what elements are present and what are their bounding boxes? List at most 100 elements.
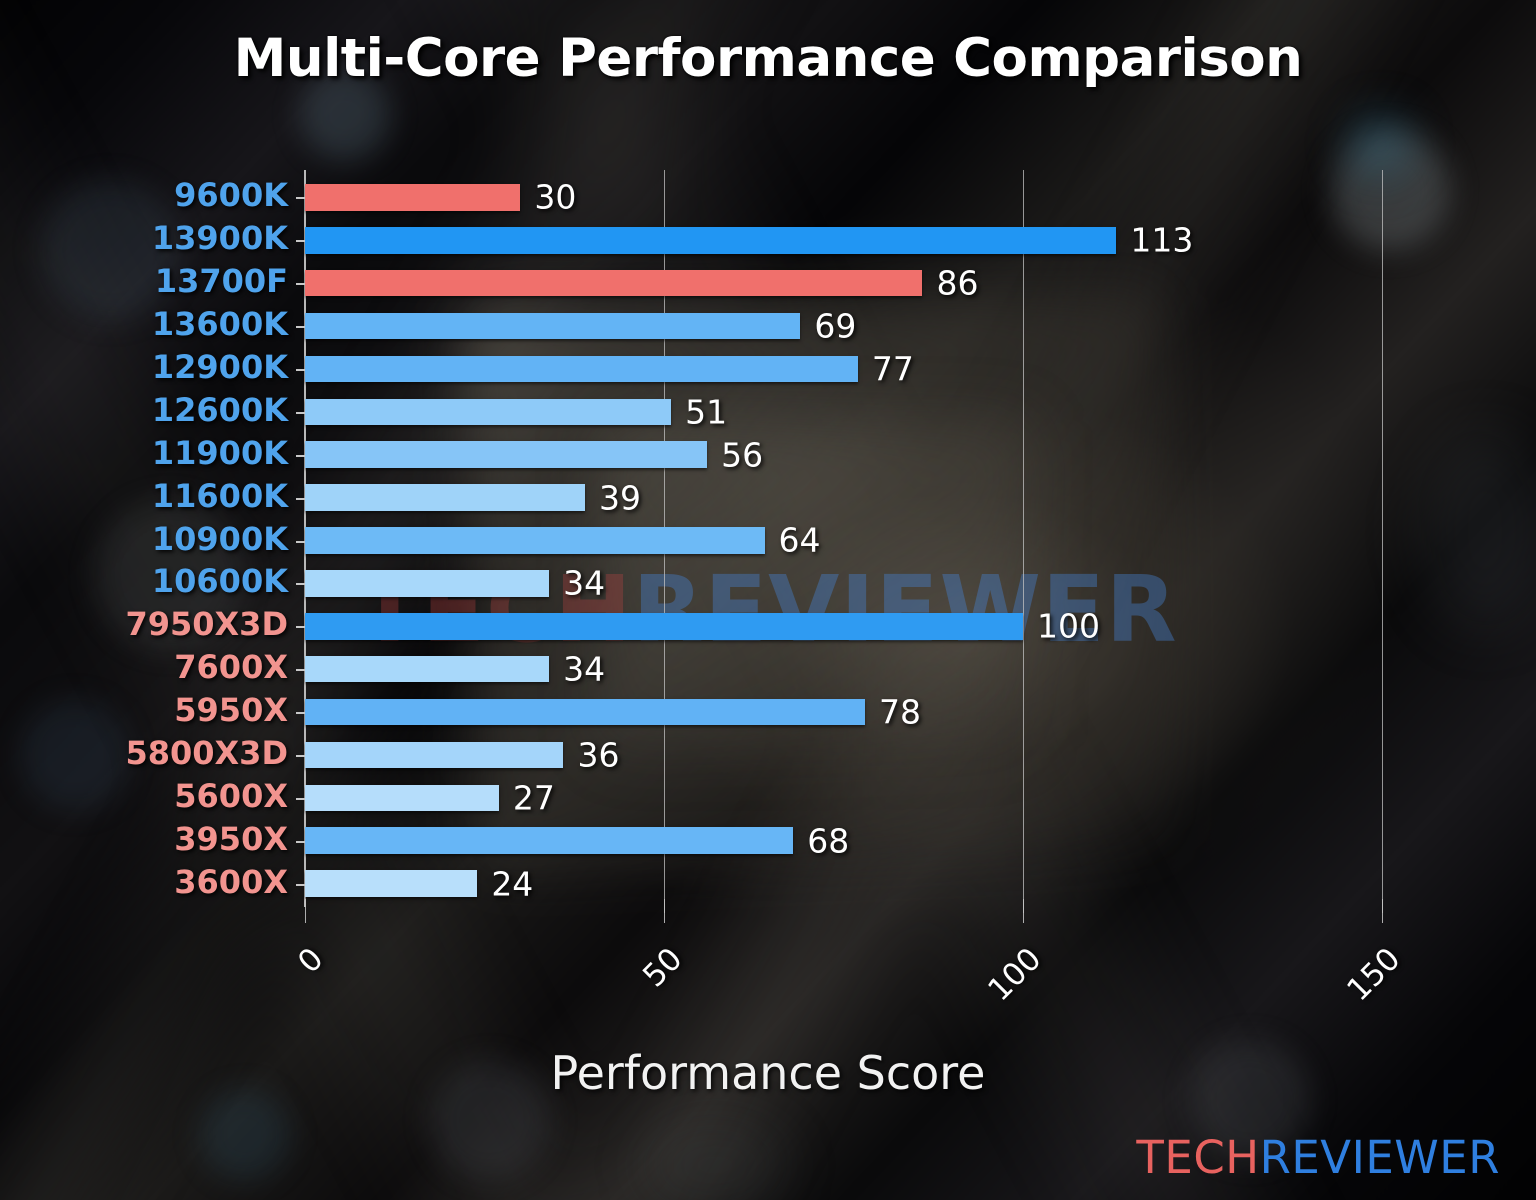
- bar-value-label: 100: [1037, 606, 1100, 646]
- y-axis-tick-mark: [296, 497, 305, 500]
- y-axis-label-3600x: 3600X: [174, 862, 288, 901]
- bar-13700f[interactable]: [305, 269, 923, 297]
- bar-value-label: 86: [936, 263, 979, 303]
- bar-value-label: 24: [491, 864, 534, 904]
- bar-value-label: 68: [807, 821, 850, 861]
- bar-value-label: 77: [871, 349, 914, 389]
- bar-12900k[interactable]: [305, 355, 858, 383]
- bar-row[interactable]: 27: [305, 778, 1382, 817]
- bar-7600x[interactable]: [305, 655, 550, 683]
- y-axis-tick-mark: [296, 197, 305, 200]
- watermark: TECHREVIEWER: [0, 556, 1536, 663]
- bar-row[interactable]: 34: [305, 564, 1382, 603]
- bar-row[interactable]: 100: [305, 607, 1382, 646]
- background-cpu-die: [600, 420, 1030, 750]
- y-axis-label-7950x3d: 7950X3D: [125, 605, 288, 644]
- y-axis-tick-mark: [296, 712, 305, 715]
- bar-row[interactable]: 68: [305, 821, 1382, 860]
- y-axis-label-9600k: 9600K: [174, 176, 288, 215]
- bar-row[interactable]: 113: [305, 221, 1382, 260]
- y-axis-tick-mark: [296, 540, 305, 543]
- bar-row[interactable]: 56: [305, 435, 1382, 474]
- brand-logo: TECHREVIEWER: [1136, 1131, 1500, 1184]
- x-axis-title: Performance Score: [550, 1046, 986, 1100]
- bar-value-label: 64: [778, 520, 821, 560]
- y-axis-tick-mark: [296, 797, 305, 800]
- y-axis-tick-mark: [296, 326, 305, 329]
- y-axis-label-11900k: 11900K: [151, 433, 288, 472]
- bar-9600k[interactable]: [305, 184, 521, 211]
- bar-row[interactable]: 86: [305, 264, 1382, 303]
- y-axis-tick-mark: [296, 669, 305, 672]
- bar-12600k[interactable]: [305, 398, 672, 426]
- bar-row[interactable]: 69: [305, 307, 1382, 346]
- bar-row[interactable]: 24: [305, 864, 1382, 903]
- y-axis-tick-mark: [296, 240, 305, 243]
- y-axis-label-3950x: 3950X: [174, 819, 288, 858]
- y-axis-tick-mark: [296, 283, 305, 286]
- bar-row[interactable]: 77: [305, 349, 1382, 388]
- bar-value-label: 69: [814, 306, 857, 346]
- bar-5800x3d[interactable]: [305, 741, 564, 769]
- y-axis-label-13900k: 13900K: [151, 219, 288, 258]
- bar-13600k[interactable]: [305, 312, 801, 340]
- y-axis-tick-mark: [296, 883, 305, 886]
- chart-title: Multi-Core Performance Comparison: [233, 28, 1303, 89]
- bar-row[interactable]: 64: [305, 521, 1382, 560]
- bar-value-label: 39: [599, 478, 642, 518]
- bar-10900k[interactable]: [305, 527, 765, 554]
- x-axis-tick-mark: [664, 899, 665, 923]
- bar-row[interactable]: 39: [305, 478, 1382, 517]
- bar-5600x[interactable]: [305, 784, 499, 812]
- y-axis-label-12600k: 12600K: [151, 390, 288, 429]
- gridline: [1023, 170, 1024, 913]
- y-axis-tick-mark: [296, 754, 305, 757]
- y-axis-label-5600x: 5600X: [174, 776, 288, 815]
- x-axis-tick-mark: [1382, 899, 1383, 923]
- bar-11900k[interactable]: [305, 441, 708, 469]
- bar-13900k[interactable]: [305, 227, 1117, 254]
- bar-row[interactable]: 30: [305, 178, 1382, 217]
- y-axis-label-11600k: 11600K: [151, 476, 288, 515]
- bar-row[interactable]: 78: [305, 693, 1382, 732]
- y-axis-tick-mark: [296, 583, 305, 586]
- bar-7950x3d[interactable]: [305, 612, 1023, 640]
- watermark-reviewer: REVIEWER: [632, 556, 1178, 663]
- bar-value-label: 34: [563, 649, 606, 689]
- x-axis-tick-mark: [305, 899, 306, 923]
- bar-value-label: 51: [685, 392, 728, 432]
- bar-11600k[interactable]: [305, 484, 586, 511]
- bar-value-label: 56: [721, 435, 764, 475]
- y-axis-tick-mark: [296, 626, 305, 629]
- bar-3950x[interactable]: [305, 827, 794, 854]
- bar-value-label: 36: [577, 735, 620, 775]
- x-axis-tick-mark: [1023, 899, 1024, 923]
- bar-row[interactable]: 36: [305, 735, 1382, 774]
- y-axis-label-5800x3d: 5800X3D: [125, 733, 288, 772]
- y-axis-label-10600k: 10600K: [151, 562, 288, 601]
- y-axis-label-5950x: 5950X: [174, 691, 288, 730]
- logo-tech: TECH: [1136, 1131, 1260, 1184]
- gridline: [1382, 170, 1383, 913]
- y-axis-label-12900k: 12900K: [151, 347, 288, 386]
- bar-3600x[interactable]: [305, 870, 478, 897]
- bar-5950x[interactable]: [305, 698, 866, 726]
- bar-value-label: 30: [534, 177, 577, 217]
- bar-row[interactable]: 34: [305, 650, 1382, 689]
- logo-reviewer: REVIEWER: [1259, 1131, 1500, 1184]
- bar-row[interactable]: 51: [305, 392, 1382, 431]
- bar-value-label: 113: [1130, 220, 1194, 260]
- y-axis-tick-mark: [296, 840, 305, 843]
- y-axis-tick-mark: [296, 411, 305, 414]
- y-axis-tick-mark: [296, 368, 305, 371]
- bar-10600k[interactable]: [305, 570, 550, 597]
- y-axis-tick-mark: [296, 454, 305, 457]
- bar-value-label: 27: [512, 778, 555, 818]
- y-axis-label-10900k: 10900K: [151, 519, 288, 558]
- bar-value-label: 34: [563, 563, 606, 603]
- bar-value-label: 78: [879, 692, 922, 732]
- y-axis-label-13700f: 13700F: [154, 262, 288, 301]
- plot-area: 30 113 86 69 77 51 56 39 64 34 100 34 78 36 27 68 24: [304, 170, 1383, 913]
- y-axis-label-7600x: 7600X: [174, 648, 288, 687]
